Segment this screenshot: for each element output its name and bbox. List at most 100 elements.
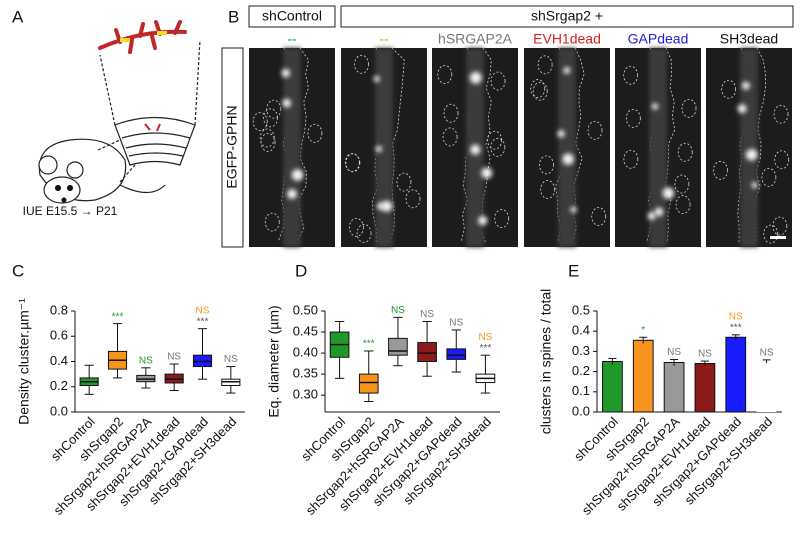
y-tick-label: 0.3 [572, 343, 590, 358]
cluster [751, 182, 758, 189]
y-axis-title: Eq. diameter (µm) [266, 305, 282, 417]
spine-outline [490, 71, 506, 91]
significance: NS [420, 309, 434, 320]
stain-label: EGFP-GPHN [224, 105, 240, 188]
cluster [373, 75, 380, 82]
cluster [281, 68, 291, 78]
spine-outline [681, 98, 697, 118]
significance: NS [667, 347, 681, 358]
cluster [282, 98, 292, 108]
significance: * [641, 325, 645, 336]
cluster [478, 215, 488, 226]
spine-outline [307, 123, 323, 143]
bar [663, 362, 685, 413]
column-label: SH3dead [720, 31, 778, 47]
spine-outline [494, 209, 510, 228]
column-label: GAPdead [628, 31, 689, 47]
spine-outline [677, 142, 693, 162]
y-tick-label: 0.50 [293, 302, 318, 317]
y-tick-label: 0.5 [572, 302, 590, 317]
spine-outline [252, 112, 268, 131]
spine-outline [263, 108, 278, 128]
dendrite-glow [558, 48, 576, 247]
header-box [248, 5, 336, 28]
bar [756, 361, 777, 412]
panel-label: C [12, 261, 24, 280]
control-header: shControl [262, 8, 322, 24]
y-tick-label: 0.40 [293, 345, 318, 360]
y-tick-label: 0.4 [50, 353, 68, 368]
spine-outline [348, 217, 364, 237]
bar [725, 336, 747, 413]
cluster [557, 130, 565, 138]
y-tick-label: 0.35 [293, 366, 318, 381]
micrographs [249, 47, 792, 247]
dendrite-glow [375, 48, 393, 247]
column-label: -- [379, 31, 389, 47]
cluster [375, 145, 383, 153]
box [388, 337, 408, 356]
spine-outline [354, 54, 370, 74]
cluster [737, 104, 747, 114]
box [446, 348, 467, 360]
spine-outline [396, 172, 412, 192]
spine-outline [487, 130, 503, 150]
significance: NS [224, 354, 238, 365]
y-tick-label: 0.8 [50, 302, 68, 317]
significance: NS [449, 318, 463, 329]
dendrite-outline [479, 47, 492, 243]
significance: NS [391, 305, 405, 316]
y-tick-label: 0.2 [572, 363, 590, 378]
spine-outline [623, 149, 639, 169]
spine-outline [405, 189, 421, 209]
panel-a-caption: IUE E15.5 → P21 [23, 204, 118, 218]
group-header: shSrgap2 + [531, 8, 603, 24]
y-tick-label: 0.1 [572, 383, 590, 398]
significance: NS [167, 352, 181, 363]
dendrite-outline [571, 47, 585, 243]
spine-outline [264, 212, 280, 232]
significance: *** [363, 339, 375, 350]
column-label: hSRGAP2A [438, 31, 513, 47]
significance: NS [478, 332, 492, 343]
cluster [662, 187, 675, 199]
spine-outline [437, 65, 453, 84]
spine-outline [266, 99, 282, 119]
panel-label: A [12, 7, 24, 26]
dendrite-glow [740, 48, 758, 247]
y-tick-label: 0.2 [50, 378, 68, 393]
cluster [291, 169, 304, 181]
significance: *** [480, 343, 492, 354]
spine-outline [345, 153, 361, 173]
spine-outline [774, 150, 790, 170]
stain-box [221, 47, 244, 248]
spine-outline [761, 167, 777, 187]
cluster [741, 81, 750, 90]
spine-outline [537, 55, 553, 75]
cluster [570, 206, 577, 213]
y-tick-label: 0.30 [293, 387, 318, 402]
panel-label: D [295, 261, 307, 280]
spine-outline [713, 160, 728, 180]
mouse-illustration [38, 20, 201, 204]
cluster [287, 189, 297, 199]
header-box [340, 5, 794, 28]
significance: *** [112, 311, 124, 322]
bar [602, 361, 623, 413]
spine-outline [356, 223, 372, 243]
y-axis-title: Density cluster.µm⁻¹ [16, 298, 32, 425]
spine-outline [623, 65, 639, 85]
panel-label: E [568, 261, 579, 280]
dendrite-glow [283, 48, 301, 247]
y-tick-label: 0.6 [50, 328, 68, 343]
spine-outline [773, 104, 789, 124]
spine-outline [763, 224, 779, 244]
cluster [469, 71, 482, 84]
cluster [470, 144, 481, 155]
box [417, 342, 437, 362]
y-tick-label: 0.0 [50, 403, 68, 418]
spine-outline [591, 207, 607, 226]
cluster [647, 211, 656, 221]
